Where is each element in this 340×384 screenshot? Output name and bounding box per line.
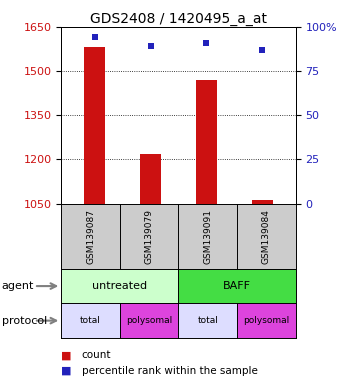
- Text: GSM139079: GSM139079: [145, 209, 154, 264]
- Text: untreated: untreated: [92, 281, 148, 291]
- Text: ■: ■: [61, 366, 72, 376]
- Text: percentile rank within the sample: percentile rank within the sample: [82, 366, 257, 376]
- Text: agent: agent: [2, 281, 34, 291]
- Bar: [196, 81, 217, 204]
- Text: total: total: [80, 316, 101, 325]
- Title: GDS2408 / 1420495_a_at: GDS2408 / 1420495_a_at: [90, 12, 267, 26]
- Text: protocol: protocol: [2, 316, 47, 326]
- Bar: [140, 154, 161, 204]
- Text: polysomal: polysomal: [126, 316, 172, 325]
- Bar: [84, 47, 105, 204]
- Text: GSM139084: GSM139084: [262, 209, 271, 263]
- Text: total: total: [198, 316, 218, 325]
- Text: polysomal: polysomal: [243, 316, 290, 325]
- Bar: [252, 200, 273, 204]
- Text: count: count: [82, 350, 111, 360]
- Text: ■: ■: [61, 350, 72, 360]
- Text: GSM139091: GSM139091: [203, 209, 212, 264]
- Text: GSM139087: GSM139087: [86, 209, 95, 264]
- Text: BAFF: BAFF: [223, 281, 251, 291]
